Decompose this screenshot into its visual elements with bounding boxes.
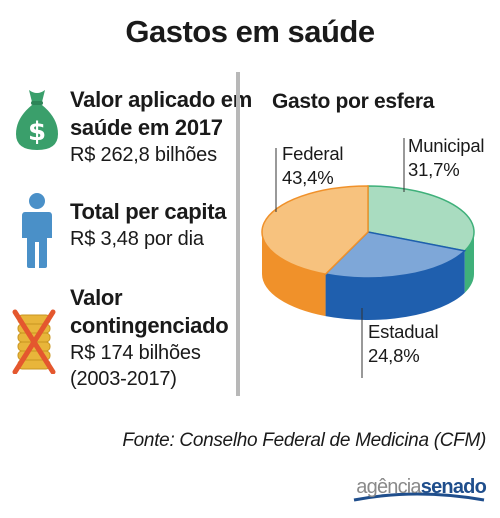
source-note: Fonte: Conselho Federal de Medicina (CFM…: [122, 430, 486, 451]
stat-label-line: Valor: [70, 285, 123, 310]
slice-name: Estadual: [368, 321, 439, 342]
stat-label-line: Total per capita: [70, 199, 227, 224]
slice-value: 31,7%: [408, 159, 460, 180]
slice-value: 43,4%: [282, 167, 334, 188]
slice-label-municipal: Municipal 31,7%: [408, 134, 485, 182]
pie-slice-estadual: [324, 231, 467, 279]
pie-side-federal: [262, 232, 326, 317]
stat-value: R$ 262,8 bilhões: [70, 144, 217, 166]
slice-value: 24,8%: [368, 345, 420, 366]
stat-period: (2003-2017): [70, 368, 177, 390]
chart-title: Gasto por esfera: [272, 90, 435, 113]
pie-side-municipal: [464, 232, 474, 293]
agencia-senado-logo: agênciasenado: [346, 470, 487, 504]
person-icon: [20, 192, 54, 270]
crossed-coins-icon: [12, 308, 56, 374]
logo-text: agênciasenado: [356, 476, 487, 498]
pie-slice-federal: [261, 185, 369, 275]
slice-label-federal: Federal 43,4%: [282, 142, 344, 190]
stat-label-line: saúde em 2017: [70, 115, 223, 140]
divider: [236, 72, 240, 396]
stat-value: R$ 174 bilhões: [70, 342, 201, 364]
pie-slice-municipal: [367, 185, 475, 252]
slice-name: Federal: [282, 143, 344, 164]
stat-label-line: contingenciado: [70, 313, 229, 338]
svg-text:$: $: [28, 117, 46, 147]
slice-name: Municipal: [408, 135, 485, 156]
pie-side-estadual: [325, 250, 465, 320]
slice-label-estadual: Estadual 24,8%: [368, 320, 439, 368]
stat-label-line: Valor aplicado em: [70, 87, 252, 112]
stat-value: R$ 3,48 por dia: [70, 228, 204, 250]
page-title: Gastos em saúde: [125, 14, 375, 49]
money-bag-icon: $: [12, 86, 62, 156]
